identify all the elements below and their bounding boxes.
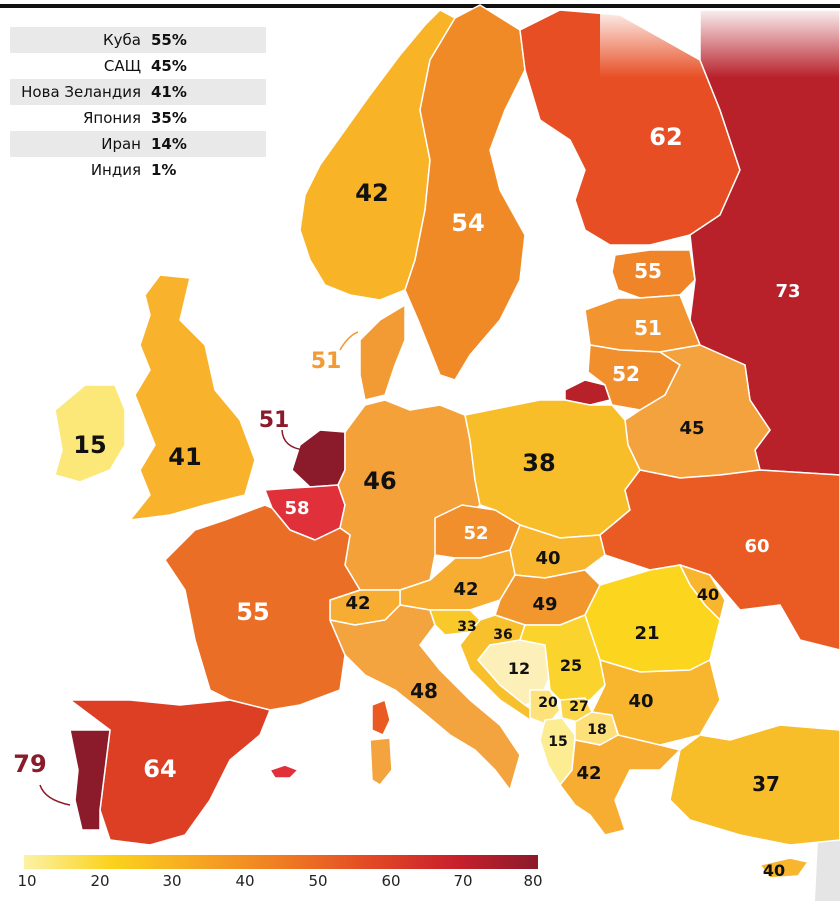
label-italy: 48 [410, 679, 438, 703]
label-slovakia: 40 [535, 548, 560, 569]
region-sardinia [371, 699, 391, 736]
region-bulgaria [591, 659, 721, 746]
label-romania: 21 [634, 623, 659, 644]
label-moldova: 40 [697, 585, 719, 604]
label-poland: 38 [522, 449, 555, 477]
colorbar-tick: 40 [235, 872, 255, 890]
label-denmark: 51 [311, 349, 342, 374]
region-portugal [69, 729, 111, 831]
label-uk: 41 [168, 443, 201, 471]
comparison-table: Куба 55% САЩ 45% Нова Зеландия 41% Япони… [10, 27, 266, 183]
comparison-country: Индия [90, 161, 141, 179]
label-montenegro: 20 [538, 695, 558, 711]
region-ireland [54, 384, 126, 483]
comparison-row: САЩ 45% [10, 53, 266, 79]
colorbar-tick: 50 [308, 872, 328, 890]
comparison-value: 55% [151, 31, 187, 49]
comparison-value: 14% [151, 135, 187, 153]
label-portugal: 79 [13, 750, 46, 778]
region-cyprus [759, 857, 809, 879]
callout-netherlands-line [281, 429, 306, 451]
comparison-row: Нова Зеландия 41% [10, 79, 266, 105]
label-finland: 62 [649, 123, 682, 151]
colorbar-tick: 30 [162, 872, 182, 890]
region-balearics [269, 764, 299, 779]
comparison-value: 35% [151, 109, 187, 127]
region-sweden [404, 4, 526, 381]
comparison-country: Иран [101, 135, 141, 153]
colorbar [24, 855, 538, 869]
colorbar-tick: 80 [523, 872, 543, 890]
comparison-country: САЩ [103, 57, 141, 75]
comparison-country: Япония [83, 109, 141, 127]
comparison-value: 45% [151, 57, 187, 75]
callout-denmark-line [339, 331, 359, 351]
label-ireland: 15 [73, 431, 106, 459]
colorbar-tick: 10 [17, 872, 37, 890]
label-belarus: 45 [679, 418, 704, 439]
label-bosnia: 12 [508, 659, 530, 678]
comparison-value: 41% [151, 83, 187, 101]
label-france: 55 [236, 598, 269, 626]
region-italy [329, 604, 521, 791]
comparison-row: Япония 35% [10, 105, 266, 131]
label-belgium: 58 [284, 498, 309, 519]
colorbar-tick: 60 [381, 872, 401, 890]
label-slovenia: 33 [457, 619, 476, 635]
label-estonia: 55 [634, 259, 662, 283]
region-turkey [669, 724, 840, 846]
region-ukraine [599, 469, 840, 651]
colorbar-tick: 70 [453, 872, 473, 890]
region-france [164, 504, 361, 711]
label-spain: 64 [143, 755, 176, 783]
comparison-row: Иран 14% [10, 131, 266, 157]
region-montenegro [529, 689, 561, 726]
label-norway: 42 [355, 179, 388, 207]
top-rule [0, 4, 840, 8]
colorbar-ticks: 10 20 30 40 50 60 70 80 [0, 872, 840, 892]
label-cyprus: 40 [763, 861, 785, 880]
label-netherlands: 51 [259, 408, 290, 433]
label-lithuania: 52 [612, 362, 640, 386]
top-fade [600, 8, 840, 78]
label-russia: 73 [775, 281, 800, 302]
label-kosovo: 27 [569, 699, 588, 715]
region-greece [559, 734, 681, 836]
comparison-value: 1% [151, 161, 177, 179]
label-bulgaria: 40 [628, 691, 653, 712]
label-czechia: 52 [463, 523, 488, 544]
region-denmark [359, 304, 406, 401]
label-sweden: 54 [451, 209, 484, 237]
label-north-macedonia: 18 [587, 722, 606, 738]
label-turkey: 37 [752, 772, 780, 796]
label-hungary: 49 [532, 594, 557, 615]
label-serbia: 25 [560, 656, 582, 675]
colorbar-tick: 20 [90, 872, 110, 890]
label-greece: 42 [576, 763, 601, 784]
comparison-row: Индия 1% [10, 157, 266, 183]
region-sicily [369, 737, 393, 786]
label-albania: 15 [548, 734, 567, 750]
label-croatia: 36 [493, 627, 512, 643]
label-austria: 42 [453, 579, 478, 600]
region-netherlands [291, 429, 346, 488]
label-switzerland: 42 [345, 593, 370, 614]
comparison-country: Куба [103, 31, 141, 49]
comparison-row: Куба 55% [10, 27, 266, 53]
region-uk [129, 274, 256, 521]
comparison-country: Нова Зеландия [21, 83, 141, 101]
callout-portugal-line [39, 784, 71, 806]
label-latvia: 51 [634, 316, 662, 340]
label-ukraine: 60 [744, 536, 769, 557]
label-germany: 46 [363, 467, 396, 495]
